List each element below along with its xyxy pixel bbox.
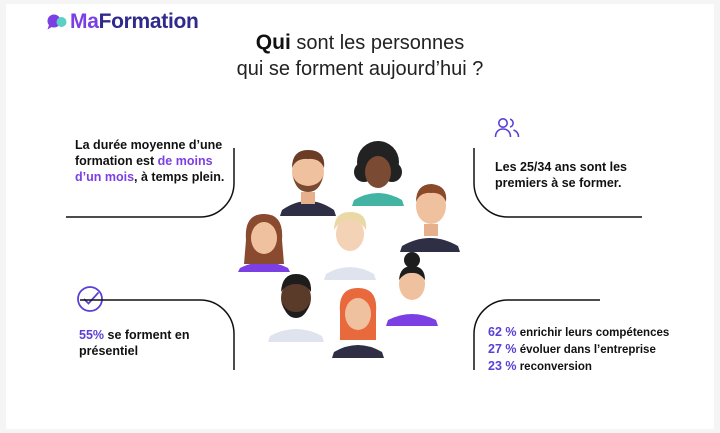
motivation-pct: 23 %	[488, 359, 517, 373]
person-avatar-8	[386, 252, 438, 326]
motivation-pct: 62 %	[488, 325, 517, 339]
fact-duration: La durée moyenne d’une formation est de …	[75, 137, 235, 185]
users-icon	[494, 118, 520, 138]
divider-arc-bottom-left	[80, 299, 235, 370]
fact-presentiel: 55% se forment en présentiel	[79, 327, 239, 359]
motivation-label: évoluer dans l’entreprise	[519, 344, 656, 356]
person-avatar-7	[332, 288, 384, 358]
motivation-label: reconversion	[519, 361, 592, 373]
fact-duration-text-before: La durée moyenne d’une formation est	[75, 138, 223, 168]
logo-text-formation: Formation	[98, 10, 199, 33]
person-avatar-5	[324, 212, 376, 280]
brand-logo[interactable]: MaFormation	[46, 10, 199, 34]
motivation-item: 27 % évoluer dans l’entreprise	[488, 341, 688, 358]
divider-arc-top-right	[473, 148, 642, 218]
motivation-item: 23 % reconversion	[488, 358, 688, 375]
fact-duration-highlight: de moins d’un mois	[75, 154, 213, 184]
fact-duration-text-after: , à temps plein.	[134, 170, 225, 184]
motivation-pct: 27 %	[488, 342, 517, 356]
chat-bubble-logo-icon	[47, 14, 67, 30]
person-avatar-3	[400, 184, 460, 252]
fact-age: Les 25/34 ans sont les premiers à se for…	[495, 160, 628, 190]
person-avatar-6	[268, 274, 324, 342]
person-avatar-1	[280, 150, 336, 216]
motivation-label: enrichir leurs compétences	[519, 327, 670, 339]
page-title-line1: Qui sont les personnes	[0, 31, 720, 55]
person-avatar-4	[238, 214, 290, 272]
person-avatar-2	[352, 141, 404, 206]
logo-text-ma: Ma	[70, 10, 99, 33]
people-illustration	[238, 141, 460, 358]
fact-presentiel-text: se forment en présentiel	[79, 328, 190, 358]
fact-presentiel-pct: 55%	[79, 328, 105, 342]
motivation-list: 62 % enrichir leurs compétences 27 % évo…	[488, 324, 688, 375]
page-title-line2: qui se forment aujourd’hui ?	[236, 58, 484, 80]
title-line1-rest: sont les personnes	[290, 32, 465, 54]
title-bold-word: Qui	[255, 31, 291, 54]
check-circle-icon	[77, 286, 103, 312]
motivation-item: 62 % enrichir leurs compétences	[488, 324, 688, 341]
divider-arc-bottom-right	[473, 299, 600, 370]
divider-arc-top-left	[66, 148, 235, 218]
